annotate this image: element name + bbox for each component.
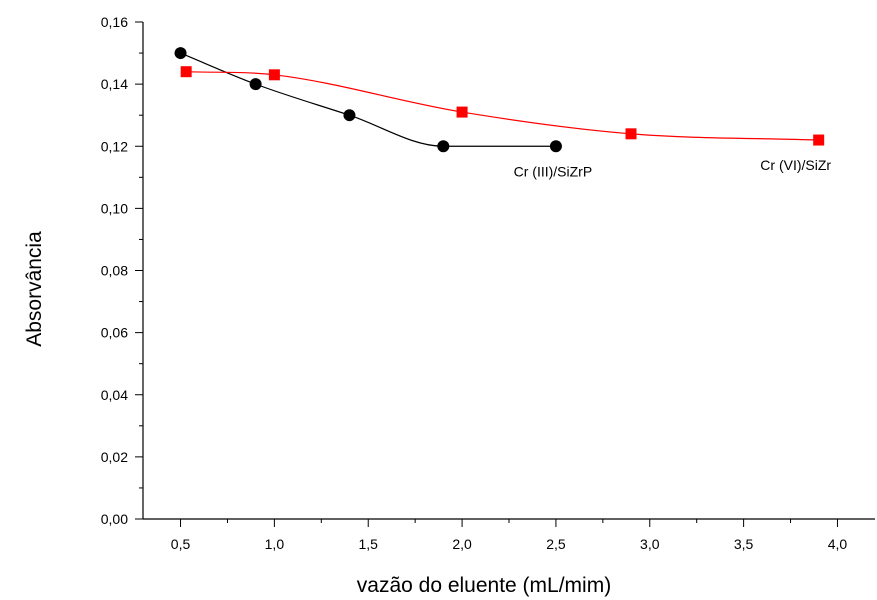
x-tick-label: 2,0 [452, 536, 472, 552]
axes [142, 22, 875, 520]
fit-curve-1 [180, 52, 556, 147]
data-point [456, 106, 468, 118]
data-point [249, 78, 262, 91]
y-tick-label: 0,00 [101, 511, 128, 527]
x-tick-label: 4,0 [828, 536, 848, 552]
x-axis-ticks: 0,5 1,0 1,5 2,0 2,5 3,0 3,5 4,0 [171, 519, 848, 552]
y-tick-label: 0,06 [101, 325, 128, 341]
x-tick-label: 3,0 [640, 536, 660, 552]
fit-curve-2 [186, 71, 819, 141]
x-tick-label: 0,5 [171, 536, 191, 552]
x-tick-label: 2,5 [546, 536, 566, 552]
y-tick-label: 0,10 [101, 200, 128, 216]
y-tick-label: 0,16 [101, 14, 128, 30]
data-point [268, 69, 280, 81]
series-label-1: Cr (III)/SiZrP [514, 163, 593, 179]
y-tick-label: 0,02 [101, 449, 128, 465]
x-tick-label: 1,0 [265, 536, 285, 552]
x-tick-label: 1,5 [358, 536, 378, 552]
y-axis-title: Absorvância [23, 231, 46, 347]
data-point [549, 140, 562, 153]
data-point [174, 47, 187, 60]
data-point [813, 134, 825, 146]
data-point [343, 109, 356, 122]
y-axis-ticks: 0,00 0,02 0,04 0,06 0,08 0,10 0,12 0,14 0,16 [101, 14, 143, 527]
data-point [437, 140, 450, 153]
y-tick-label: 0,14 [101, 76, 128, 92]
series-labels: Cr (III)/SiZrP Cr (VI)/SiZr [514, 157, 832, 179]
series-label-2: Cr (VI)/SiZr [760, 157, 831, 173]
x-tick-label: 3,5 [734, 536, 754, 552]
y-tick-label: 0,04 [101, 387, 128, 403]
data-point [180, 66, 192, 78]
data-markers [174, 47, 825, 153]
x-axis-title: vazão do eluente (mL/mim) [357, 574, 611, 597]
y-tick-label: 0,08 [101, 263, 128, 279]
fit-curves [180, 52, 819, 147]
y-tick-label: 0,12 [101, 138, 128, 154]
data-point [625, 128, 637, 140]
